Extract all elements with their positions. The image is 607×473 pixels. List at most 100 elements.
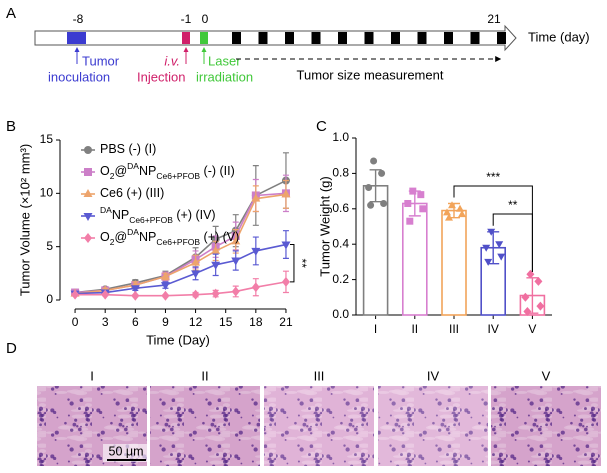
x-tick-label: 18 [249, 315, 263, 329]
x-tick-label: 15 [219, 315, 233, 329]
point [380, 199, 388, 207]
point [417, 191, 425, 199]
event-label: i.v. [164, 53, 180, 68]
legend-label: PBS (-) (I) [100, 142, 156, 156]
point [534, 276, 543, 286]
marker [251, 282, 260, 293]
point [484, 258, 493, 266]
day-square [497, 32, 506, 44]
significance-label: *** [486, 170, 500, 184]
significance-label: ** [508, 198, 518, 212]
y-tick-label: 0.8 [332, 166, 349, 180]
day-square [444, 32, 453, 44]
line-chart: 0 5 10 15 0 3 6 9 12 15 18 21 Time (Day) Tumor Volume… [17, 132, 308, 347]
point [419, 205, 427, 213]
marker [231, 286, 240, 297]
day-label: -1 [181, 12, 192, 26]
marker [131, 290, 140, 301]
point [443, 208, 451, 216]
day-square [391, 32, 400, 44]
y-tick-label: 0.4 [332, 236, 349, 250]
histology-tint [378, 386, 488, 466]
point [495, 241, 504, 249]
marker [281, 241, 291, 250]
y-tick-label: 0.2 [332, 272, 349, 286]
panel-label: C [316, 118, 327, 135]
irradiation-box [200, 32, 208, 44]
marker [161, 290, 170, 301]
significance-label: ** [295, 259, 309, 269]
y-axis-title: Tumor Volume (×10² mm³) [17, 144, 32, 296]
day-label: 21 [487, 12, 501, 26]
histology: I II III IV V50 μm [37, 368, 601, 466]
scale-bar-label: 50 μm [109, 444, 144, 458]
day-square [338, 32, 347, 44]
x-tick-label: 3 [102, 315, 109, 329]
point [367, 201, 375, 209]
legend-label: DANPCe6+PFOB (+) (IV) [100, 205, 216, 225]
significance-bracket [492, 213, 533, 272]
group-label: IV [427, 368, 440, 383]
legend-label: Ce6 (+) (III) [100, 186, 164, 200]
x-tick-label: 9 [162, 315, 169, 329]
point [536, 301, 545, 311]
y-tick-label: 0.6 [332, 201, 349, 215]
point [365, 184, 373, 192]
point [482, 244, 491, 252]
x-tick-label: II [411, 322, 418, 336]
y-tick-label: 10 [40, 186, 54, 200]
significance-bracket [289, 244, 295, 283]
event-label: Injection [137, 69, 185, 84]
measurement-days [232, 32, 506, 44]
histology-tint [150, 386, 260, 466]
x-tick-label: 0 [72, 315, 79, 329]
marker [211, 261, 221, 270]
point [370, 157, 378, 165]
point [526, 269, 535, 279]
x-tick-label: V [528, 322, 536, 336]
histology-image [378, 386, 488, 466]
marker [231, 257, 241, 266]
point [487, 228, 496, 236]
scale-bg [103, 444, 149, 462]
event-label: Tumor [82, 53, 120, 68]
y-tick-label: 5 [46, 239, 53, 253]
timeline-bar [34, 24, 517, 52]
marker [281, 189, 291, 198]
marker [84, 146, 92, 154]
histology-image [264, 386, 374, 466]
day-square [470, 32, 480, 44]
y-tick-label: 0 [46, 292, 53, 306]
marker [84, 233, 92, 243]
y-tick-label: 0.0 [332, 307, 349, 321]
day-square [364, 32, 374, 44]
marker [191, 289, 200, 300]
group-label: I [90, 368, 94, 383]
marker [211, 288, 220, 299]
day-square [285, 32, 294, 44]
panel-label: D [6, 340, 17, 357]
axis-title: Time (day) [528, 29, 590, 44]
marker [84, 168, 92, 176]
event-label: Laser [208, 53, 241, 68]
timeline: -8 -1 0 21 Time (day) Tumor inoculation … [34, 12, 590, 84]
marker [160, 271, 170, 280]
event-label: inoculation [48, 69, 110, 84]
marker [160, 282, 170, 291]
marker [211, 245, 221, 254]
marker [130, 285, 140, 294]
point [404, 199, 412, 207]
point [497, 253, 506, 261]
marker [231, 236, 241, 245]
point [409, 187, 417, 195]
marker [83, 213, 93, 221]
marker [101, 289, 110, 300]
marker [191, 257, 201, 266]
panel-label: B [6, 118, 16, 135]
marker [251, 247, 261, 256]
marker [281, 276, 290, 287]
point [445, 213, 453, 221]
group-label: V [542, 368, 551, 383]
panel-label: A [6, 5, 16, 22]
